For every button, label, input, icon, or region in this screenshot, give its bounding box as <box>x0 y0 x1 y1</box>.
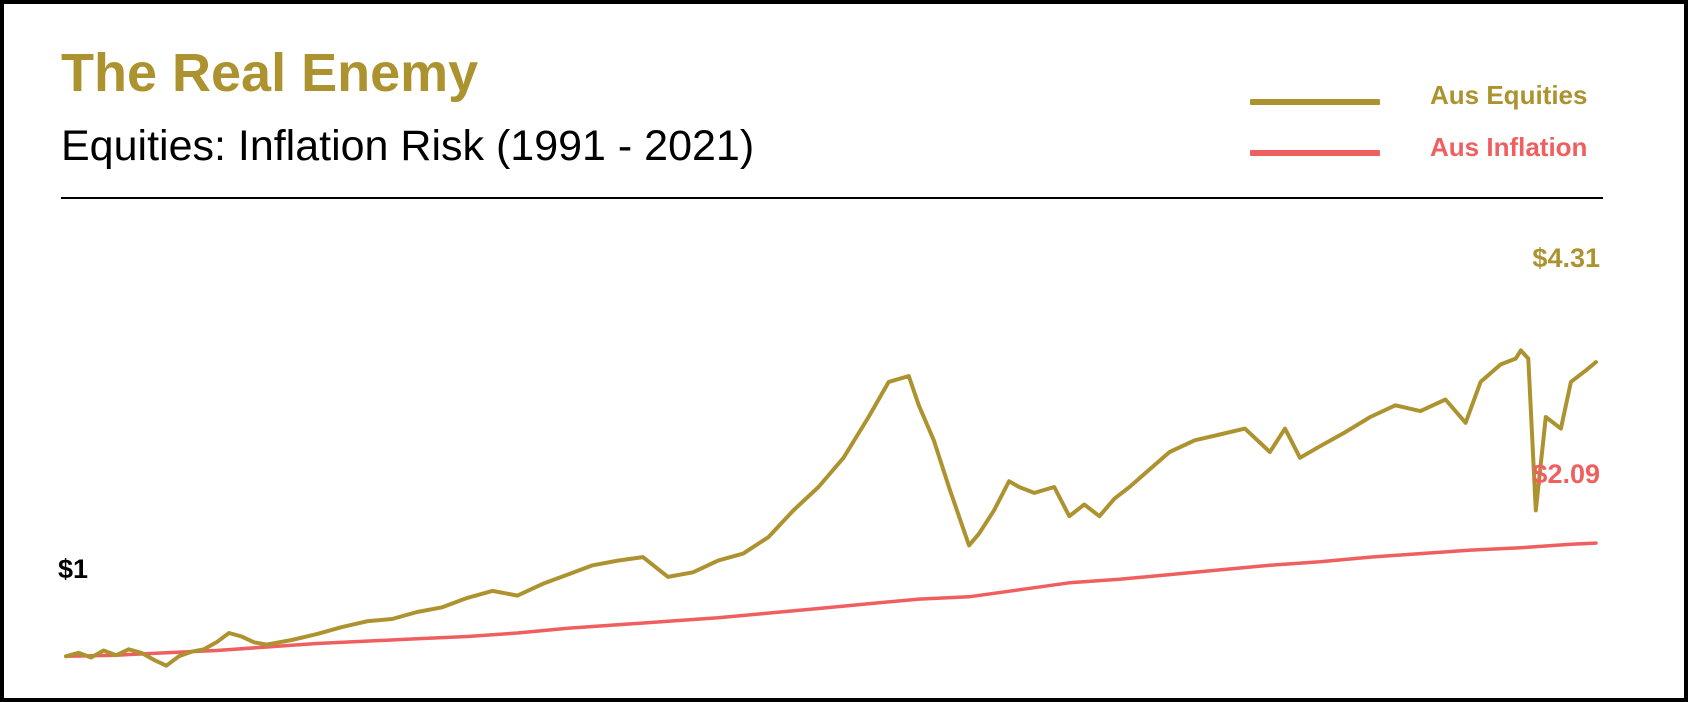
series-line-aus-inflation <box>64 541 1598 659</box>
series-layer <box>64 348 1598 668</box>
legend-equities-swatch <box>1250 99 1380 105</box>
start-value-label: $1 <box>58 554 88 584</box>
header-divider <box>61 197 1603 199</box>
equities-end-value-label: $4.31 <box>1532 243 1600 273</box>
chart-subtitle: Equities: Inflation Risk (1991 - 2021) <box>61 122 755 170</box>
legend-inflation-label: Aus Inflation <box>1430 132 1588 162</box>
line-chart: $1 $4.31 $2.09 <box>58 243 1600 668</box>
legend-equities-label: Aus Equities <box>1430 80 1588 110</box>
series-line-aus-equities <box>64 348 1598 668</box>
legend-inflation-swatch <box>1250 150 1380 156</box>
inflation-end-value-label: $2.09 <box>1532 459 1600 489</box>
chart-title: The Real Enemy <box>61 43 479 103</box>
